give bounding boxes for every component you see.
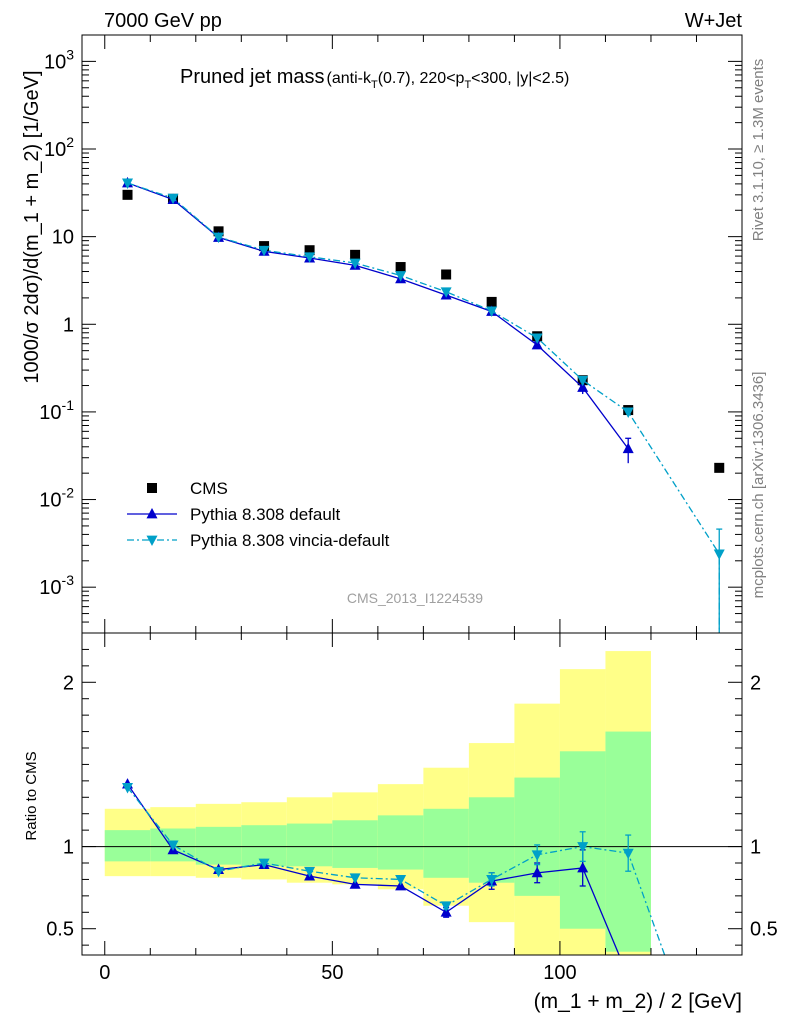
main-frame [81, 34, 743, 634]
data-point [577, 381, 589, 392]
data-point [122, 178, 134, 189]
legend-marker [146, 507, 158, 519]
ratio-y-tick-label-right: 0.5 [750, 919, 778, 941]
ratio-series-layer [122, 778, 666, 955]
series-line [127, 182, 629, 450]
stat-uncertainty-band [332, 820, 378, 868]
chart-title: Pruned jet mass (anti-kT(0.7), 220<pT<300… [180, 66, 569, 91]
ratio-point [531, 866, 543, 878]
stat-uncertainty-band [468, 797, 515, 883]
chart-title-main: Pruned jet mass [180, 66, 325, 88]
data-point [486, 296, 497, 307]
data-point [395, 271, 407, 282]
data-point [713, 549, 725, 560]
legend-item: Pythia 8.308 vincia-default [127, 531, 390, 550]
data-point [531, 333, 543, 344]
ratio-y-tick-label: 0.5 [46, 919, 74, 941]
main-series-layer [122, 176, 725, 633]
y-tick-label: 1 [63, 314, 74, 336]
data-point [213, 232, 225, 244]
y-tick-label: 10-1 [39, 397, 74, 424]
legend-item: CMS [147, 479, 228, 498]
data-point [258, 245, 270, 257]
data-point [349, 258, 361, 270]
ratio-y-tick-label-right: 2 [750, 672, 761, 694]
stat-uncertainty-band [377, 815, 424, 870]
mcplots-label: mcplots.cern.ch [arXiv:1306.3436] [750, 372, 767, 599]
data-point [304, 252, 316, 263]
data-point [350, 249, 361, 260]
ratio-y-tick-label: 1 [63, 837, 74, 859]
data-point [167, 193, 179, 205]
y-tick-label: 10-3 [39, 572, 74, 599]
data-point [622, 442, 634, 454]
data-point [486, 306, 498, 317]
ratio-point [213, 866, 225, 878]
data-point [395, 262, 406, 273]
data-point [622, 407, 634, 418]
x-tick-label: 0 [99, 962, 110, 984]
y-tick-label: 10 [52, 227, 74, 249]
x-tick-label: 100 [543, 962, 576, 984]
analysis-watermark: CMS_2013_I1224539 [347, 590, 483, 606]
ratio-point [167, 840, 179, 851]
ratio-uncertainty-bands [82, 651, 742, 955]
series-line [127, 182, 720, 633]
x-tick-label: 50 [321, 962, 343, 984]
ratio-point [577, 861, 589, 873]
ratio-point [258, 858, 270, 870]
data-point [122, 189, 133, 200]
ratio-point [440, 901, 452, 912]
ratio-point [486, 875, 498, 886]
x-axis-label: (m_1 + m_2) / 2 [GeV] [534, 990, 742, 1013]
legend-marker [147, 483, 157, 493]
ratio-y-tick-label-right: 1 [750, 837, 761, 859]
main-y-label: 1000/σ 2dσ)/d(m_1 + m_2) [1/GeV] [21, 70, 43, 383]
legend: CMS Pythia 8.308 default Pythia 8.308 vinc… [127, 479, 390, 550]
chart-title-sub: (anti-kT(0.7), 220<pT<300, |y|<2.5) [327, 70, 570, 91]
ratio-point [395, 875, 407, 886]
header-left: 7000 GeV pp [104, 10, 222, 32]
y-tick-label: 10-2 [39, 485, 74, 512]
ratio-point [122, 783, 134, 794]
data-point [440, 287, 452, 298]
ratio-y-tick-label: 2 [63, 672, 74, 694]
ratio-point [531, 850, 543, 861]
ratio-point [349, 873, 361, 884]
legend-item: Pythia 8.308 default [127, 505, 341, 524]
y-tick-label: 102 [44, 134, 74, 161]
data-point [714, 462, 725, 473]
legend-label: Pythia 8.308 vincia-default [190, 531, 390, 550]
header-right: W+Jet [685, 10, 743, 32]
data-point [213, 226, 224, 237]
rivet-label: Rivet 3.1.10, ≥ 1.3M events [750, 59, 767, 242]
legend-label: CMS [190, 479, 228, 498]
y-tick-label: 103 [44, 46, 74, 73]
ratio-point [622, 848, 634, 860]
stat-uncertainty-band [104, 830, 151, 862]
data-point [304, 245, 315, 256]
stat-uncertainty-band [423, 808, 469, 878]
ratio-point [577, 842, 589, 853]
axes-layer: 10-3 10-2 10-1 1 10 102 103 0.5 0.5 1 1 2 2 0 50 100 [39, 34, 778, 984]
ratio-series-1 [122, 783, 666, 955]
main-series-2 [122, 178, 725, 633]
ratio-point [304, 866, 316, 878]
ratio-frame [81, 632, 743, 956]
data-point [577, 375, 589, 387]
legend-label: Pythia 8.308 default [190, 505, 341, 524]
stat-uncertainty-band [286, 823, 333, 867]
data-point [531, 338, 543, 350]
legend-marker [146, 535, 158, 547]
ratio-y-label: Ratio to CMS [23, 751, 40, 840]
stat-uncertainty-band [195, 826, 242, 865]
data-point [441, 269, 452, 280]
